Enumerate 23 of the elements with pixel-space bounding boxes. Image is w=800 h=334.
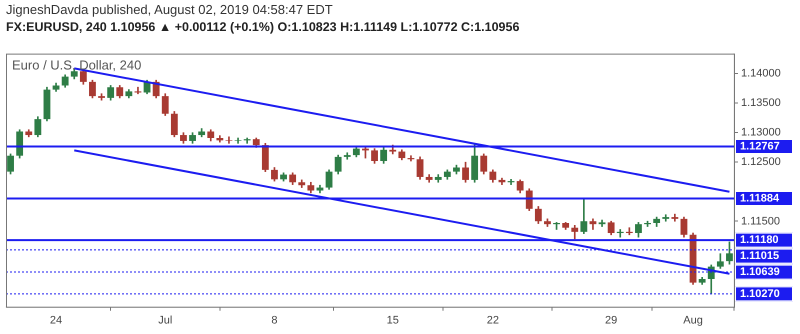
ref-line-label: 1.11180 [740,234,779,246]
ref-line-label: 1.11015 [740,250,780,262]
ref-line-label: 1.12767 [740,140,780,152]
chart-subtitle: FX:EURUSD, 240 1.10956 ▲ +0.00112 (+0.1%) O:1.10823 H:1.11149 L:1.10772 C:1.10956 [6,20,520,34]
candlestick [590,218,596,230]
candlestick [508,178,514,185]
x-tick-label: 29 [605,314,618,326]
y-tick-label: 1.14000 [741,68,781,80]
x-tick-label: 22 [486,314,499,326]
chart-title: Euro / U.S. Dollar, 240 [12,58,142,73]
x-tick-label: 24 [50,314,62,326]
ref-line-label: 1.11884 [740,192,780,205]
ref-line-label: 1.10270 [740,288,780,300]
y-tick-label: 1.13000 [741,126,781,139]
ref-line-label: 1.10639 [740,266,780,278]
x-tick-label: 15 [386,314,399,326]
y-tick-label: 1.13500 [741,97,781,110]
x-tick-label: Jul [158,314,172,326]
x-tick-label: 8 [271,314,278,326]
y-tick-label: 1.11500 [741,215,780,228]
y-tick-label: 1.12500 [741,156,781,168]
x-tick-label: Aug [683,314,703,326]
text: JigneshDavda published, August 02, 2019 04:58:47 EDT [6,2,334,17]
